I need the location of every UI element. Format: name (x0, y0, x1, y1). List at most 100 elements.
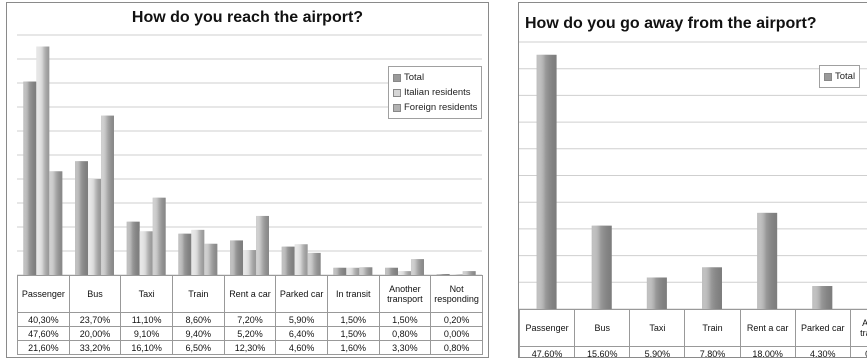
bar-shading (75, 161, 88, 275)
table-row-total: 47,60%15,60%5,90%7,80%18,00%4,30%0,80% (519, 346, 867, 357)
bar-shading (462, 271, 476, 275)
bar-shading (646, 277, 667, 309)
legend-entry-foreign-residents: Foreign residents (393, 100, 477, 115)
bar-shading (88, 179, 101, 275)
bar-shading (178, 233, 192, 275)
data-label: 1,50% (326, 312, 380, 327)
bar-shading (36, 46, 50, 275)
data-label: 9,40% (171, 326, 225, 341)
bar-shading (702, 267, 722, 309)
category-label: Passenger (17, 275, 70, 313)
bar-shading (281, 246, 295, 275)
data-label: 6,40% (275, 326, 328, 341)
data-label: 23,70% (68, 312, 122, 327)
bar-shading (398, 271, 411, 275)
chart-title: How do you reach the airport? (131, 9, 364, 26)
legend-label: Italian residents (404, 87, 471, 98)
legend-label: Total (835, 71, 856, 82)
table-row-total: 40,30% 23,70% 11,10% 8,60% 7,20% 5,90% 1,50% 1,… (17, 312, 483, 327)
bar-shading (126, 221, 140, 275)
data-label: 0,00% (430, 326, 483, 341)
data-label: 1,50% (378, 312, 432, 327)
bar-shading (204, 243, 218, 275)
category-label: Bus (574, 309, 631, 347)
category-label: Train (684, 309, 741, 347)
legend-swatch (824, 72, 832, 81)
data-label: 0,80% (378, 326, 432, 341)
data-label: 15,60% (574, 346, 631, 357)
category-label: Train (171, 275, 225, 313)
data-label: 20,00% (68, 326, 122, 341)
bar-shading (436, 274, 450, 275)
data-label: 1,50% (326, 326, 380, 341)
bar-shading (139, 231, 153, 275)
bar-shading (333, 267, 347, 275)
data-label: 5,20% (223, 326, 277, 341)
data-label: 3,30% (378, 340, 432, 355)
table-row-italian-residents: 47,60% 20,00% 9,10% 9,40% 5,20% 6,40% 1,50% 0,8… (17, 326, 483, 341)
bar-shading (536, 54, 557, 310)
legend-swatch (393, 103, 401, 112)
table-row-foreign-residents: 21,60% 33,20% 16,10% 6,50% 12,30% 4,60% 1,60% 3… (17, 340, 483, 355)
data-label: 6,50% (171, 340, 225, 355)
data-label: 9,10% (120, 326, 173, 341)
bar-shading (256, 215, 269, 275)
bar-shading (812, 286, 833, 309)
data-label: 7,20% (223, 312, 277, 327)
category-label: Parked car (794, 309, 851, 347)
leave-airport-plot (519, 41, 867, 310)
bar-shading (101, 115, 114, 275)
data-label: 18,00% (739, 346, 796, 357)
bar-shading (757, 212, 778, 309)
category-label: Taxi (120, 275, 173, 313)
bar-shading (23, 81, 37, 275)
legend-entry-total: Total (393, 70, 477, 85)
data-table: Passenger Bus Taxi Train Rent a car Parked ca… (519, 309, 867, 357)
category-label: In transit (326, 275, 380, 313)
bar-shading (449, 274, 463, 275)
bar-shading (152, 197, 166, 275)
bar-shading (49, 171, 63, 275)
data-label: 12,30% (223, 340, 277, 355)
data-table: Passenger Bus Taxi Train Rent a car Parked ca… (17, 275, 483, 355)
bar-shading (243, 250, 256, 275)
category-label: Another transport (378, 275, 432, 313)
data-label: 0,80% (430, 340, 483, 355)
bar-shading (230, 240, 243, 275)
category-label: Another transport (849, 309, 867, 347)
data-label: 21,60% (17, 340, 70, 355)
data-label: 0,20% (430, 312, 483, 327)
leave-airport-chart: How do you go away from the airport? Tot… (518, 2, 867, 358)
data-label: 40,30% (17, 312, 70, 327)
category-label: Passenger (519, 309, 576, 347)
data-label: 5,90% (275, 312, 328, 327)
bar-shading (307, 252, 321, 275)
category-label: Bus (68, 275, 122, 313)
legend-entry-total: Total (824, 69, 855, 84)
data-label: 11,10% (120, 312, 173, 327)
bar-shading (411, 259, 424, 275)
data-label: 7,80% (684, 346, 741, 357)
category-label: Rent a car (223, 275, 277, 313)
bar-shading (359, 267, 373, 275)
category-label: Rent a car (739, 309, 796, 347)
data-label: 33,20% (68, 340, 122, 355)
data-label: 4,60% (275, 340, 328, 355)
data-label: 47,60% (17, 326, 70, 341)
category-label: Parked car (275, 275, 328, 313)
legend: Total Italian residents Foreign residents (388, 66, 483, 119)
data-label: 16,10% (120, 340, 173, 355)
chart-title: How do you go away from the airport? (525, 15, 817, 32)
bar-shading (346, 267, 360, 275)
legend-label: Foreign residents (404, 102, 478, 113)
legend-swatch (393, 88, 401, 97)
bar-shading (385, 267, 398, 275)
legend-swatch (393, 73, 401, 82)
data-label: 4,30% (794, 346, 851, 357)
reach-airport-chart: How do you reach the airport? Total Itali… (6, 2, 489, 358)
data-label: 8,60% (171, 312, 225, 327)
bar-shading (191, 229, 205, 275)
data-label: 5,90% (629, 346, 686, 357)
legend-entry-italian-residents: Italian residents (393, 85, 477, 100)
data-label: 47,60% (519, 346, 576, 357)
